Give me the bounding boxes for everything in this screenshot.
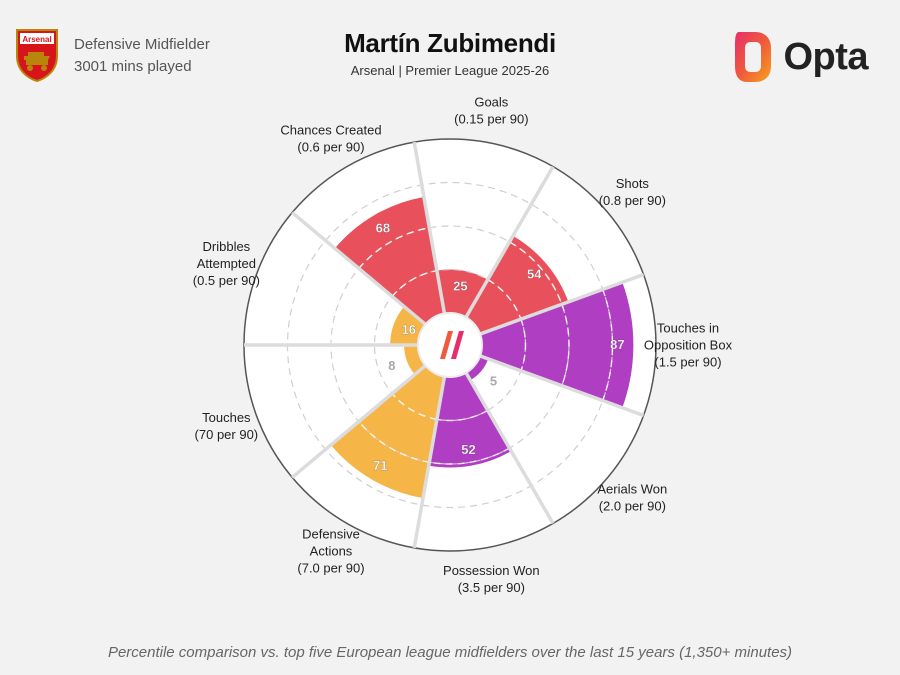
radar-category-label: Touches: [202, 410, 251, 425]
radar-spoke: [412, 141, 447, 314]
radar-category-label: (3.5 per 90): [458, 580, 525, 595]
page-title: Martín Zubimendi: [344, 28, 556, 58]
radar-value-label: 54: [527, 266, 542, 281]
radar-bar-ring: [358, 421, 430, 463]
radar-bar-ring: [436, 409, 489, 422]
title-block: Martín Zubimendi Arsenal | Premier Leagu…: [0, 28, 900, 78]
radar-bar: [390, 306, 426, 345]
header-left: Arsenal Defensive Midfielder 3001 mins p…: [14, 26, 210, 82]
player-position: Defensive Midfielder: [74, 36, 210, 53]
center-badge: [417, 312, 483, 378]
radar-bar-ring: [561, 304, 570, 386]
radar-spoke: [479, 354, 645, 418]
radar-bar: [330, 365, 445, 499]
radar-spoke: [291, 211, 427, 326]
radar-bar: [466, 355, 489, 381]
radar-category-label: (70 per 90): [195, 427, 259, 442]
radar-value-label: 71: [373, 458, 387, 473]
radar-category-label: Opposition Box: [644, 337, 733, 352]
radar-bar: [404, 345, 426, 375]
radar-value-label: 5: [490, 373, 497, 388]
minutes-played: 3001 mins played: [74, 58, 192, 75]
radar-bar-ring: [520, 318, 527, 372]
radar-bar-ring: [602, 289, 614, 401]
radar-value-label: 68: [376, 221, 390, 236]
radar-category-label: Shots: [616, 176, 650, 191]
player-meta: Defensive Midfielder 3001 mins played: [74, 34, 210, 78]
radar-category-label: (1.5 per 90): [654, 354, 721, 369]
radar-value-label: 8: [388, 358, 395, 373]
arsenal-crest-icon: Arsenal: [16, 29, 58, 82]
radar-category-label: Chances Created: [280, 123, 381, 138]
radar-spoke: [464, 371, 555, 525]
radar-category-label: Aerials Won: [597, 482, 667, 497]
radar-category-label: Goals: [474, 94, 508, 109]
opta-logo: Opta: [731, 28, 868, 86]
radar-value-label: 16: [402, 322, 416, 337]
radar-category-label: Dribbles: [203, 239, 251, 254]
radar-category-label: Touches in: [657, 320, 719, 335]
radar-bar-ring: [429, 447, 510, 465]
radar-spoke: [291, 364, 427, 479]
radar-bar: [428, 372, 512, 468]
radar-category-label: (2.0 per 90): [599, 499, 666, 514]
radar-bar: [436, 269, 488, 318]
footnote: Percentile comparison vs. top five Europ…: [107, 644, 793, 661]
radar-category-label: (0.8 per 90): [599, 193, 666, 208]
radar-spoke: [479, 272, 645, 336]
radar-bar-ring: [487, 279, 522, 320]
center-logo-stroke: [440, 331, 453, 359]
radar-category-label: (7.0 per 90): [297, 560, 364, 575]
radar-value-label: 87: [610, 337, 624, 352]
crest-text: Arsenal: [22, 35, 51, 44]
radar-category-label: Attempted: [197, 256, 256, 271]
radar-category-label: Possession Won: [443, 563, 540, 578]
radar-category-label: (0.6 per 90): [297, 140, 364, 155]
radar-bar: [334, 196, 445, 325]
radar-bar-ring: [509, 241, 563, 305]
radar-bar-ring: [391, 269, 438, 297]
page-subtitle: Arsenal | Premier League 2025-26: [350, 63, 550, 78]
radar-category-label: Actions: [310, 543, 353, 558]
radar-category-label: (0.15 per 90): [454, 111, 528, 126]
radar-value-label: 25: [453, 278, 467, 293]
radar-spoke: [412, 376, 447, 549]
radar-category-label: Defensive: [302, 526, 360, 541]
opta-logo-icon: [735, 32, 772, 82]
radar-spoke: [464, 165, 555, 319]
radar-bar-ring: [391, 393, 438, 421]
radar-bar: [480, 282, 634, 408]
opta-brand: Opta: [783, 35, 868, 78]
radar-category-label: (0.5 per 90): [193, 273, 260, 288]
center-logo-stroke: [451, 331, 464, 359]
radar-bar-ring: [358, 227, 430, 269]
radar-value-label: 52: [461, 442, 475, 457]
